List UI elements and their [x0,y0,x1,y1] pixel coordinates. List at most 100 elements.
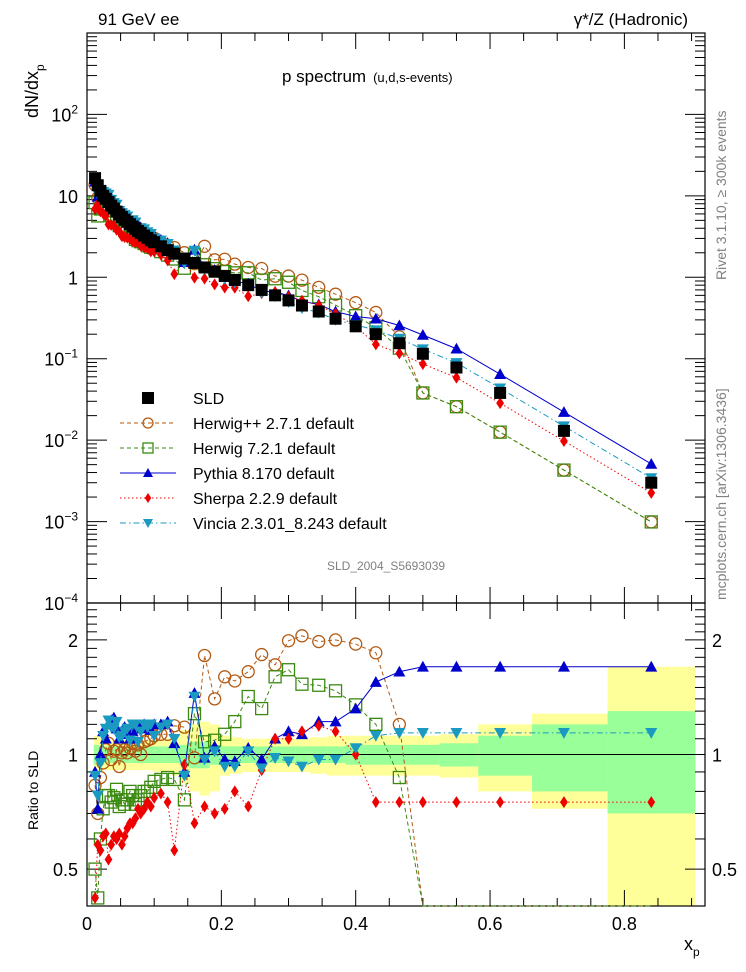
top-right-label: γ*/Z (Hadronic) [574,10,688,29]
sld-data-point [329,312,342,325]
ratio-herwig-7-2-1-default-point [123,784,137,799]
ratio-tick-label-right: 0.5 [712,860,737,880]
ratio-vincia-2-3-01-8-243-default-point [121,723,134,735]
x-tick-label: 0.4 [343,914,368,934]
y-tick-exponent: −2 [64,428,78,442]
legend-label: Herwig++ 2.7.1 default [193,416,355,433]
legend: SLD Herwig++ 2.7.1 default Herwig 7.2.1 de… [120,391,387,533]
series-sherpa-2-2-9-default-point [314,299,323,312]
ratio-herwig-7-2-1-default-point [88,862,102,876]
ratio-sherpa-2-2-9-default-point [91,891,99,904]
ratio-vincia-2-3-01-8-243-default-point [242,746,255,758]
ratio-pythia-8-170-default-point [450,660,463,672]
ratio-band-inner [189,741,201,769]
y-tick-label: 10 [58,187,78,207]
y-tick-base: 10 [44,594,64,614]
legend-item: Pythia 8.170 default [120,466,335,483]
sld-data-point [416,347,429,360]
ratio-herwig-7-2-1-default-point [268,670,282,684]
series-sherpa-2-2-9-default-point [170,268,179,281]
ratio-sherpa-2-2-9-default-point [298,725,306,738]
ratio-tick-label-right: 1 [712,746,722,766]
y-tick-label: 10−4 [44,591,78,614]
y-tick-base: 10 [51,105,71,125]
ratio-sherpa-2-2-9-default-point [101,827,110,840]
y-tick-base: 1 [68,268,78,288]
y-tick-exponent: −3 [64,510,78,524]
ratio-herwig-7-2-1-default-point [117,797,132,811]
series-sherpa-2-2-9-default-point [101,209,110,222]
sld-data-point [242,279,255,292]
ratio-vincia-2-3-01-8-243-default-point [148,730,161,742]
x-tick-label: 0 [82,914,92,934]
series-herwig-2-7-1-default-point [312,280,326,294]
ratio-vincia-2-3-01-8-243-default-point [188,691,201,703]
ratio-pythia-8-170-default-point [393,665,406,677]
series-sherpa-2-2-9-default-point [647,486,656,499]
ratio-vincia-2-3-01-8-243-default-point [94,758,107,769]
analysis-id: SLD_2004_S5693039 [327,559,445,573]
ratio-herwig-2-7-1-default-point [241,665,255,679]
series-herwig-7-2-1-default-point [416,386,430,400]
series-pythia-8-170-default-point [369,312,382,324]
plot-title-sub: (u,d,s-events) [373,70,452,85]
legend-marker-icon [143,468,153,477]
ratio-vincia-2-3-01-8-243-default-point [129,719,142,731]
ratio-pythia-8-170-default-point [349,702,362,714]
sld-data-point [349,320,362,333]
series-sherpa-2-2-9-default-point [244,290,253,303]
legend-item: Herwig 7.2.1 default [120,441,336,458]
legend-label: Herwig 7.2.1 default [193,441,336,458]
ratio-sherpa-2-2-9-default-point [134,802,142,815]
ratio-herwig-7-2-1-default-point [369,717,383,732]
ratio-herwig-7-2-1-default-point [187,707,202,721]
ratio-vincia-2-3-01-8-243-default-point [198,754,211,766]
sld-data-point [198,261,211,274]
ratio-herwig-2-7-1-default-point [349,637,363,651]
legend-item: Sherpa 2.2.9 default [120,491,338,508]
sld-data-point [450,361,463,374]
sld-data-point [168,247,181,260]
ratio-sherpa-2-2-9-default-point [131,812,140,825]
ratio-vincia-2-3-01-8-243-default-point [168,733,181,745]
y-tick-base: 10 [58,187,78,207]
series-herwig-2-7-1-default-point [349,296,363,310]
main-plot-series [88,172,658,529]
legend-item: Herwig++ 2.7.1 default [120,416,355,433]
ratio-vincia-2-3-01-8-243-default-point [161,719,174,731]
sld-data-point [369,328,382,341]
ratio-herwig-7-2-1-default-point [312,678,326,692]
ratio-vincia-2-3-01-8-243-default-point [255,763,268,775]
series-sherpa-2-2-9-default-point [496,397,505,410]
series-herwig-2-7-1-default-point [493,425,507,439]
top-left-label: 91 GeV ee [98,10,179,29]
ratio-sherpa-2-2-9-default-point [146,800,155,813]
legend-label: Pythia 8.170 default [193,466,335,483]
ratio-vincia-2-3-01-8-243-default-point [282,756,295,768]
legend-marker-icon [143,519,153,528]
plot-title: p spectrum (u,d,s-events) [282,67,453,86]
ratio-band-inner [532,724,609,792]
ratio-tick-label-left: 2 [68,631,78,651]
ratio-vincia-2-3-01-8-243-default-point [89,770,102,782]
ratio-herwig-2-7-1-default-point [328,633,343,647]
ratio-vincia-2-3-01-8-243-default-point [228,761,241,773]
ratio-herwig-2-7-1-default-point [115,746,129,760]
ratio-vincia-2-3-01-8-243-default-point [557,728,570,739]
ratio-herwig-2-7-1-default-point [112,759,126,774]
ratio-sherpa-2-2-9-default-point [170,844,179,857]
y-tick-exponent: −4 [64,591,78,605]
ratio-herwig-2-7-1-default-point [207,692,222,706]
series-sherpa-2-2-9-default-point [115,225,124,238]
ratio-sherpa-2-2-9-default-point [150,791,159,804]
y-tick-label: 102 [51,102,78,125]
sld-data-point [645,476,658,489]
ratio-herwig-2-7-1-default-point [134,747,148,762]
legend-item: SLD [142,391,224,408]
ratio-sherpa-2-2-9-default-point [112,832,121,845]
ratio-pythia-8-170-default-point [94,748,107,760]
sld-data-point [178,252,191,265]
ratio-sherpa-2-2-9-default-point [93,838,102,851]
ratio-vincia-2-3-01-8-243-default-point [110,716,123,728]
series-sherpa-2-2-9-default-point [163,254,172,267]
